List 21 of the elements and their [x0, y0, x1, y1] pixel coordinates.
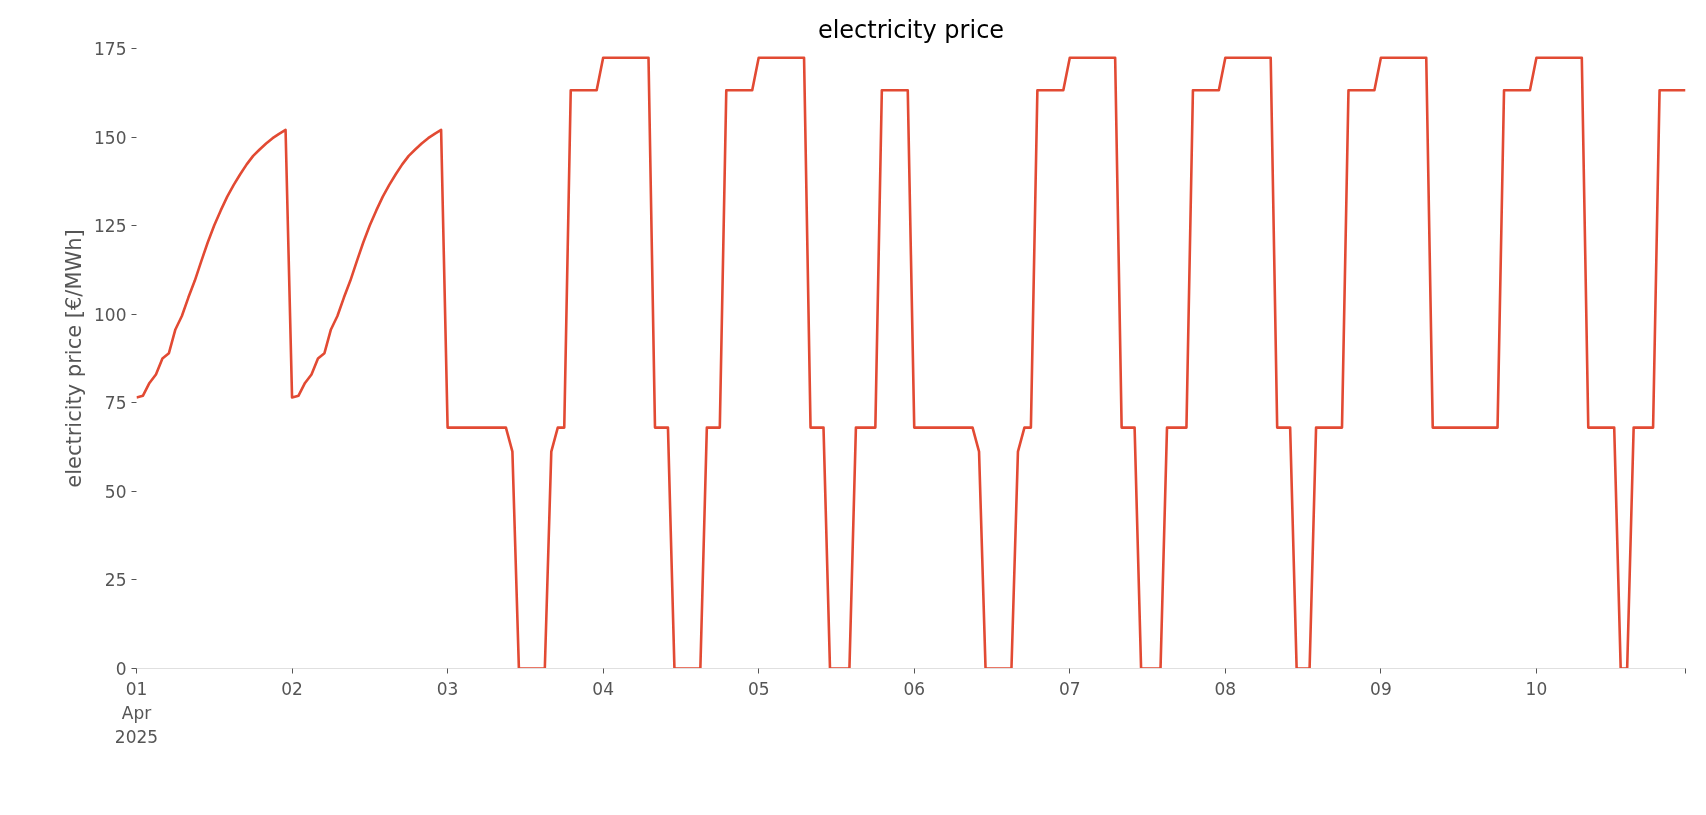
- x-tick-label: 10: [1525, 678, 1548, 699]
- x-tick-label: 08: [1214, 678, 1237, 699]
- x-tick-label: 06: [903, 678, 926, 699]
- x-tick-label: 05: [747, 678, 770, 699]
- x-tick-label: 04: [592, 678, 614, 699]
- x-tick-label: 01 Apr 2025: [114, 678, 159, 747]
- chart-title: electricity price: [817, 15, 1005, 44]
- x-tick-label: 07: [1058, 678, 1081, 699]
- x-tick-label: 09: [1370, 678, 1392, 699]
- y-tick-label: 50: [104, 481, 127, 502]
- line-series: [136, 56, 1686, 669]
- y-tick-label: 25: [104, 570, 127, 591]
- y-tick-label: 75: [104, 393, 127, 414]
- x-tick-label: 03: [436, 678, 459, 699]
- y-tick-label: 100: [94, 304, 127, 325]
- y-tick-label: 0: [115, 659, 127, 679]
- x-tick-label: 02: [281, 678, 303, 699]
- y-tick-label: 175: [94, 39, 127, 59]
- y-tick-label: 125: [94, 216, 127, 237]
- y-axis-title: electricity price [€/MWh]: [62, 229, 87, 488]
- y-tick-label: 150: [94, 127, 127, 148]
